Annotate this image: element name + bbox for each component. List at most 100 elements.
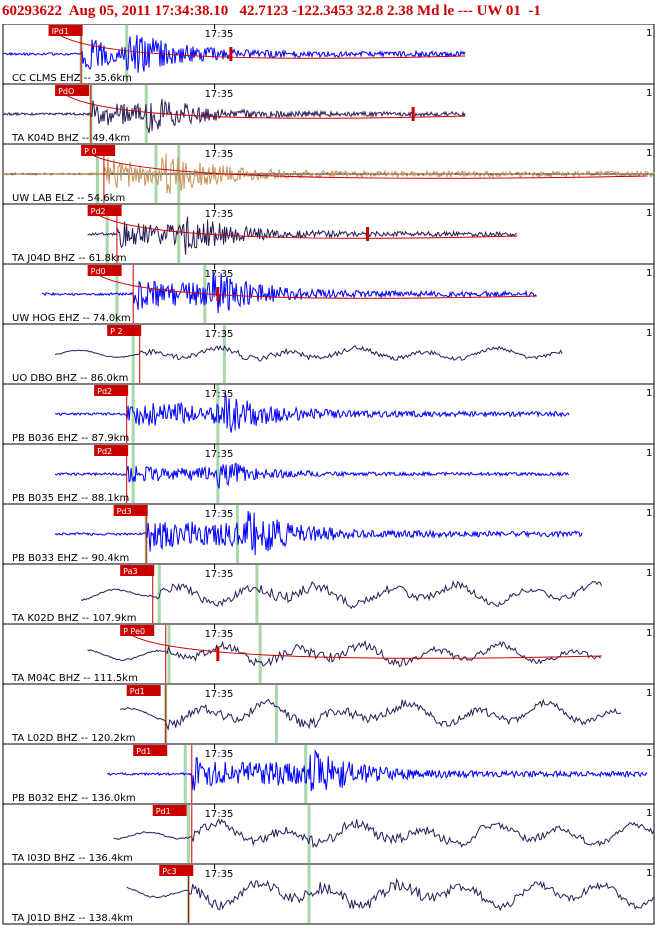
event-location: 42.7123 -122.3453 32.8 2.38 Md le --- UW… <box>239 3 521 19</box>
time-tick-label: 17:35 <box>205 29 234 40</box>
p-pick-box <box>113 505 148 516</box>
p-pick-box <box>94 385 129 396</box>
trace-panel <box>2 803 655 865</box>
waveform-trace <box>41 270 537 314</box>
waveform-trace <box>2 98 466 134</box>
right-edge-label: 1 <box>646 448 652 459</box>
time-tick-label: 17:35 <box>205 689 234 700</box>
p-pick-box <box>159 865 194 876</box>
moveout-curve <box>54 31 466 59</box>
right-edge-label: 1 <box>646 328 652 339</box>
right-edge-label: 1 <box>646 88 652 99</box>
p-pick-label: Pa3 <box>123 567 137 576</box>
time-tick-label: 17:35 <box>205 209 234 220</box>
waveform-trace <box>126 877 654 912</box>
trace-panel <box>2 863 655 925</box>
waveform-trace <box>107 749 648 792</box>
waveform-trace <box>2 153 655 194</box>
waveform-trace <box>54 511 583 556</box>
time-tick-label: 17:35 <box>205 449 234 460</box>
event-origin: Aug 05, 2011 17:34:38.10 <box>68 3 229 19</box>
p-pick-label: Pd2 <box>91 207 106 216</box>
seismogram-plot: IPd1 17:35 1 CC CLMS EHZ -- 35.6km PdO 17:35 1… <box>2 24 655 925</box>
station-label: TA J01D BHZ -- 138.4km <box>11 913 133 924</box>
station-label: PB B032 EHZ -- 136.0km <box>12 793 136 804</box>
p-pick-label: P Pe0 <box>123 627 145 636</box>
right-edge-label: 1 <box>646 568 652 579</box>
right-edge-label: 1 <box>646 688 652 699</box>
station-label: TA I03D BHZ -- 136.4km <box>11 853 133 864</box>
station-label: PB B035 EHZ -- 88.1km <box>12 493 129 504</box>
event-header: 60293622 Aug 05, 2011 17:34:38.10 42.712… <box>0 0 657 24</box>
time-tick-label: 17:35 <box>205 509 234 520</box>
moveout-curve <box>61 91 466 119</box>
p-pick-box <box>81 145 116 156</box>
waveform-trace <box>87 639 601 668</box>
p-pick-box <box>107 325 142 336</box>
right-edge-label: 1 <box>646 388 652 399</box>
p-pick-box <box>133 745 168 756</box>
moveout-curve <box>93 211 518 239</box>
right-edge-label: 1 <box>646 628 652 639</box>
waveform-trace <box>2 34 466 73</box>
moveout-curve <box>93 271 537 299</box>
time-tick-label: 17:35 <box>205 329 234 340</box>
station-label: PB B033 EHZ -- 90.4km <box>12 553 129 564</box>
station-label: TA K02D BHZ -- 107.9km <box>11 613 136 624</box>
waveform-trace <box>80 579 603 610</box>
p-pick-label: P 2 <box>110 327 122 336</box>
right-edge-label: 1 <box>646 208 652 219</box>
right-edge-label: 1 <box>646 508 652 519</box>
right-edge-label: 1 <box>646 868 652 879</box>
right-edge-label: 1 <box>646 28 652 39</box>
station-label: UO DBO BHZ -- 86.0km <box>12 373 128 384</box>
time-tick-label: 17:35 <box>205 749 234 760</box>
right-edge-label: 1 <box>646 268 652 279</box>
moveout-curve <box>87 151 648 179</box>
waveform-trace <box>54 462 570 489</box>
station-label: TA M04C BHZ -- 111.5km <box>11 673 138 684</box>
station-label: UW HOG EHZ -- 74.0km <box>12 313 131 324</box>
p-pick-label: Pd3 <box>117 507 132 516</box>
waveform-trace <box>113 818 655 849</box>
p-pick-label: Pc3 <box>162 867 176 876</box>
time-tick-label: 17:35 <box>205 149 234 160</box>
p-pick-label: Pd1 <box>130 687 145 696</box>
station-label: TA L02D BHZ -- 120.2km <box>11 733 136 744</box>
event-trailing: -1 <box>528 3 541 19</box>
event-id: 60293622 <box>2 3 62 19</box>
time-tick-label: 17:35 <box>205 89 234 100</box>
p-pick-label: Pd2 <box>97 387 112 396</box>
right-edge-label: 1 <box>646 808 652 819</box>
moveout-curve <box>126 631 602 659</box>
p-pick-label: Pd1 <box>156 807 171 816</box>
time-tick-label: 17:35 <box>205 809 234 820</box>
p-pick-box <box>152 805 187 816</box>
station-label: UW LAB ELZ -- 54.6km <box>12 193 125 204</box>
trace-panel <box>2 623 655 685</box>
p-pick-label: Pd2 <box>97 447 112 456</box>
p-pick-box <box>87 205 122 216</box>
p-pick-box <box>120 625 155 636</box>
p-pick-label: P 0 <box>84 147 96 156</box>
p-pick-box <box>48 25 83 36</box>
time-tick-label: 17:35 <box>205 269 234 280</box>
right-edge-label: 1 <box>646 148 652 159</box>
p-pick-label: PdO <box>58 87 74 96</box>
station-label: PB B036 EHZ -- 87.9km <box>12 433 129 444</box>
station-label: TA K04D BHZ -- 49.4km <box>11 133 130 144</box>
p-pick-box <box>55 85 90 96</box>
station-label: CC CLMS EHZ -- 35.6km <box>12 73 132 84</box>
time-tick-label: 17:35 <box>205 629 234 640</box>
p-pick-label: Pd1 <box>136 747 151 756</box>
time-tick-label: 17:35 <box>205 389 234 400</box>
waveform-trace <box>119 698 622 731</box>
p-pick-box <box>87 265 122 276</box>
station-label: TA J04D BHZ -- 61.8km <box>11 253 127 264</box>
p-pick-box <box>94 445 129 456</box>
waveform-trace <box>55 392 570 433</box>
time-tick-label: 17:35 <box>205 869 234 880</box>
p-pick-box <box>126 685 161 696</box>
p-pick-box <box>120 565 155 576</box>
waveform-trace <box>87 216 517 255</box>
